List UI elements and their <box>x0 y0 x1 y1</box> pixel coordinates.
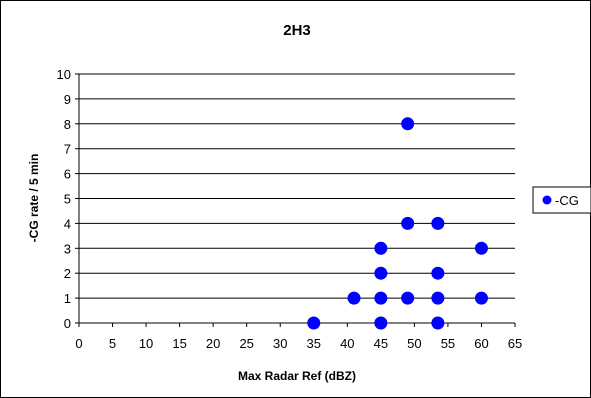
x-tick-label: 55 <box>441 336 455 351</box>
y-tick-label: 5 <box>64 192 71 207</box>
x-tick-label: 25 <box>239 336 253 351</box>
y-tick-label: 2 <box>64 266 71 281</box>
x-axis-label: Max Radar Ref (dBZ) <box>238 369 356 383</box>
x-tick-label: 10 <box>139 336 153 351</box>
y-tick-label: 8 <box>64 117 71 132</box>
x-tick-label: 60 <box>474 336 488 351</box>
y-tick-label: 4 <box>64 216 71 231</box>
data-points <box>307 117 488 330</box>
y-tick-label: 1 <box>64 291 71 306</box>
data-point <box>374 316 388 330</box>
x-tick-label: 0 <box>75 336 82 351</box>
data-point <box>374 241 388 255</box>
data-point <box>431 216 445 230</box>
y-axis-label: -CG rate / 5 min <box>27 154 41 243</box>
data-point <box>431 266 445 280</box>
y-tick-label: 0 <box>64 316 71 331</box>
data-point <box>474 291 488 305</box>
y-tick-label: 7 <box>64 142 71 157</box>
data-point <box>474 241 488 255</box>
data-point <box>347 291 361 305</box>
legend: -CG <box>532 186 591 214</box>
x-tick-label: 40 <box>340 336 354 351</box>
x-tick-label: 35 <box>307 336 321 351</box>
legend-label: -CG <box>555 193 579 208</box>
data-point <box>307 316 321 330</box>
legend-marker <box>542 195 552 205</box>
y-tick-label: 6 <box>64 167 71 182</box>
x-tick-label: 50 <box>407 336 421 351</box>
x-tick-label: 45 <box>374 336 388 351</box>
data-point <box>401 117 415 131</box>
data-point <box>374 291 388 305</box>
data-point <box>401 216 415 230</box>
data-point <box>431 291 445 305</box>
x-tick-label: 20 <box>206 336 220 351</box>
chart-title: 2H3 <box>283 22 311 39</box>
y-tick-label: 9 <box>64 92 71 107</box>
x-tick-label: 5 <box>109 336 116 351</box>
data-point <box>374 266 388 280</box>
x-tick-label: 65 <box>508 336 522 351</box>
data-point <box>431 316 445 330</box>
y-tick-label: 10 <box>57 67 71 82</box>
x-tick-label: 30 <box>273 336 287 351</box>
data-point <box>401 291 415 305</box>
x-tick-label: 15 <box>172 336 186 351</box>
y-tick-label: 3 <box>64 241 71 256</box>
